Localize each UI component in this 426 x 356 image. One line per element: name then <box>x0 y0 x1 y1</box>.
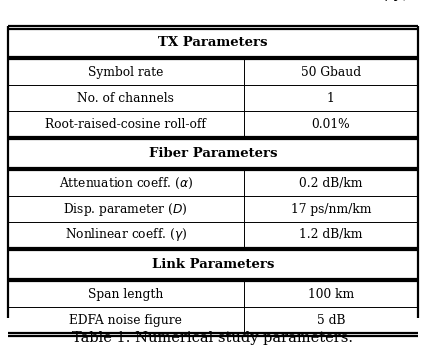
Text: Symbol rate: Symbol rate <box>88 66 164 79</box>
Text: 100 km: 100 km <box>308 288 354 301</box>
Text: Disp. parameter ($D$): Disp. parameter ($D$) <box>63 201 188 218</box>
Text: 0.2 dB/km: 0.2 dB/km <box>299 177 363 190</box>
Text: Span length: Span length <box>88 288 164 301</box>
Text: 5 dB: 5 dB <box>317 314 345 326</box>
Text: 17 ps/nm/km: 17 ps/nm/km <box>291 203 371 216</box>
Text: Attenuation coeff. ($\alpha$): Attenuation coeff. ($\alpha$) <box>59 176 193 191</box>
Text: EDFA noise figure: EDFA noise figure <box>69 314 182 326</box>
Text: Link Parameters: Link Parameters <box>152 258 274 271</box>
Text: Table of variables thanks to $q(\mathbf{y}|\mathbf{z})$: Table of variables thanks to $q(\mathbf{… <box>200 0 418 3</box>
Text: 1: 1 <box>327 92 335 105</box>
Text: Root-raised-cosine roll-off: Root-raised-cosine roll-off <box>46 117 206 131</box>
Text: TX Parameters: TX Parameters <box>158 36 268 49</box>
Text: Nonlinear coeff. ($\gamma$): Nonlinear coeff. ($\gamma$) <box>65 226 187 244</box>
Text: Table 1: Numerical study parameters.: Table 1: Numerical study parameters. <box>72 331 354 345</box>
Text: 50 Gbaud: 50 Gbaud <box>301 66 361 79</box>
Text: No. of channels: No. of channels <box>78 92 174 105</box>
Text: Fiber Parameters: Fiber Parameters <box>149 147 277 160</box>
Text: 1.2 dB/km: 1.2 dB/km <box>299 229 363 241</box>
Text: 0.01%: 0.01% <box>311 117 350 131</box>
